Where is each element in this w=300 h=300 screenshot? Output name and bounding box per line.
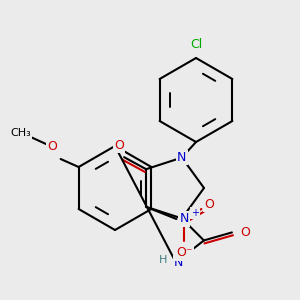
Text: O: O xyxy=(240,226,250,239)
Text: N: N xyxy=(174,256,184,269)
Text: CH₃: CH₃ xyxy=(10,128,31,138)
Text: O: O xyxy=(114,139,124,152)
Text: N: N xyxy=(177,151,187,164)
Text: H: H xyxy=(159,255,167,266)
Text: Cl: Cl xyxy=(190,38,202,50)
Text: O: O xyxy=(204,197,214,211)
Text: O⁻: O⁻ xyxy=(176,247,193,260)
Text: O: O xyxy=(48,140,58,154)
Text: +: + xyxy=(191,208,200,218)
Text: N: N xyxy=(180,212,189,226)
